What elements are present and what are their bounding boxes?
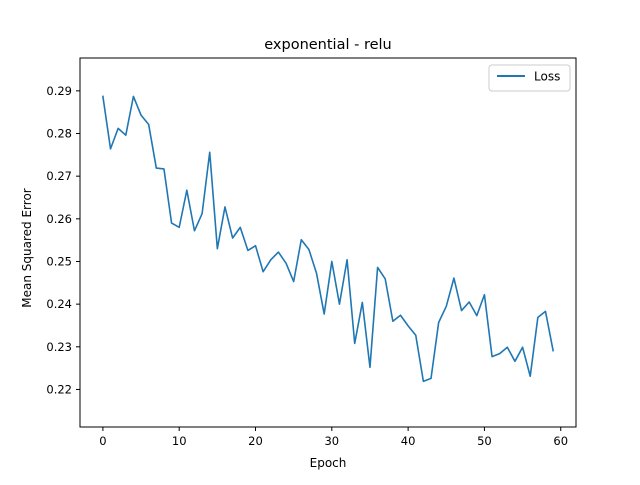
x-tick-label: 0 xyxy=(99,434,106,448)
x-tick-label: 30 xyxy=(324,434,339,448)
y-tick-label: 0.29 xyxy=(46,84,72,98)
y-tick-label: 0.22 xyxy=(46,382,72,396)
chart-title: exponential - relu xyxy=(264,37,391,53)
y-axis-label: Mean Squared Error xyxy=(20,188,34,308)
x-tick-label: 10 xyxy=(172,434,187,448)
y-tick-label: 0.24 xyxy=(46,297,72,311)
plot-area xyxy=(79,57,577,428)
x-tick-label: 20 xyxy=(248,434,263,448)
x-tick-label: 50 xyxy=(477,434,492,448)
y-tick-label: 0.26 xyxy=(46,212,72,226)
legend-box xyxy=(488,64,571,92)
x-axis-label: Epoch xyxy=(310,456,347,470)
y-tick-label: 0.27 xyxy=(46,169,72,183)
legend-label-loss: Loss xyxy=(534,70,560,84)
x-tick-label: 40 xyxy=(401,434,416,448)
y-axis: 0.22 0.23 0.24 0.25 0.26 0.27 0.28 0.29 xyxy=(46,84,80,396)
legend: Loss xyxy=(488,64,571,92)
x-axis: 0 10 20 30 40 50 60 xyxy=(99,427,568,448)
x-tick-label: 60 xyxy=(553,434,568,448)
y-tick-label: 0.25 xyxy=(46,254,72,268)
series-line-loss xyxy=(101,95,555,383)
series-layer xyxy=(101,95,555,383)
y-tick-label: 0.28 xyxy=(46,127,72,141)
y-tick-label: 0.23 xyxy=(46,340,72,354)
plot-frame xyxy=(79,57,577,428)
